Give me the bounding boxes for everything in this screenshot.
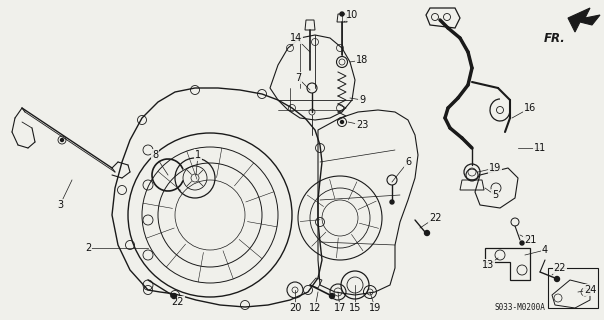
Circle shape <box>172 293 176 299</box>
Text: 10: 10 <box>346 10 358 20</box>
Text: 4: 4 <box>542 245 548 255</box>
Text: 5: 5 <box>492 190 498 200</box>
Circle shape <box>60 139 63 141</box>
Circle shape <box>520 241 524 245</box>
Text: 8: 8 <box>152 150 158 160</box>
Text: 16: 16 <box>524 103 536 113</box>
Text: 22: 22 <box>554 263 567 273</box>
Text: 19: 19 <box>369 303 381 313</box>
Text: 1: 1 <box>195 150 201 160</box>
Text: 18: 18 <box>356 55 368 65</box>
Text: 12: 12 <box>309 303 321 313</box>
Text: 2: 2 <box>85 243 91 253</box>
Circle shape <box>341 121 344 124</box>
Text: 13: 13 <box>482 260 494 270</box>
Text: 19: 19 <box>489 163 501 173</box>
Text: 21: 21 <box>524 235 536 245</box>
Text: 3: 3 <box>57 200 63 210</box>
Text: 22: 22 <box>429 213 442 223</box>
Text: 6: 6 <box>405 157 411 167</box>
Circle shape <box>330 293 335 299</box>
Text: 23: 23 <box>356 120 368 130</box>
Text: 9: 9 <box>359 95 365 105</box>
Text: 11: 11 <box>534 143 546 153</box>
Text: FR.: FR. <box>544 32 566 45</box>
Text: 7: 7 <box>295 73 301 83</box>
Circle shape <box>390 200 394 204</box>
Circle shape <box>340 12 344 16</box>
Text: S033-M0200A: S033-M0200A <box>495 303 545 313</box>
Text: 17: 17 <box>334 303 346 313</box>
Text: 14: 14 <box>290 33 302 43</box>
Text: 20: 20 <box>289 303 301 313</box>
Text: 24: 24 <box>584 285 596 295</box>
Circle shape <box>554 276 559 282</box>
Circle shape <box>425 230 429 236</box>
Polygon shape <box>568 8 600 32</box>
Text: 15: 15 <box>349 303 361 313</box>
Text: 22: 22 <box>172 297 184 307</box>
